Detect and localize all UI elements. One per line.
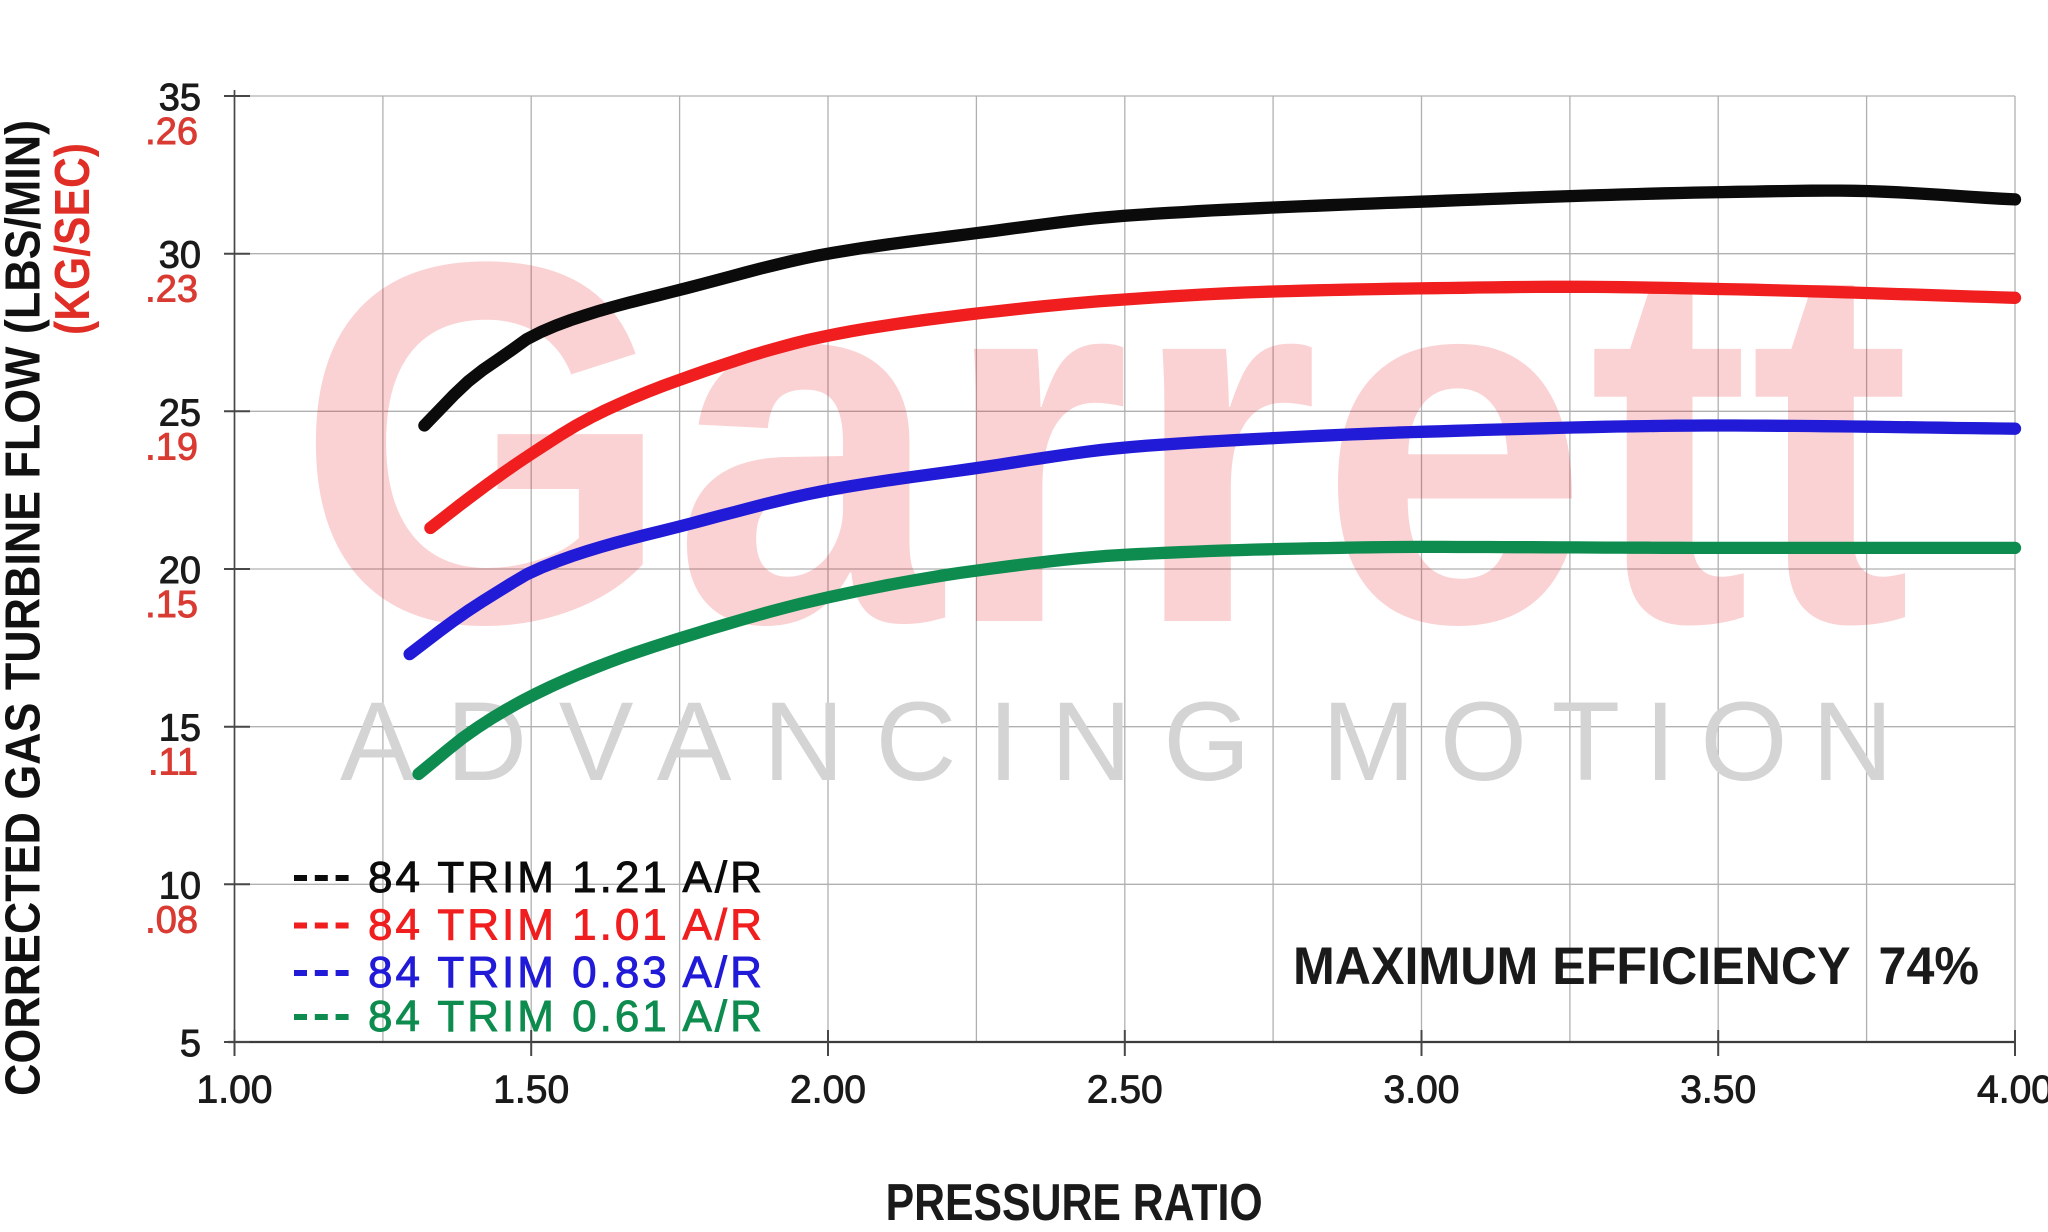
- svg-text:(KG/SEC): (KG/SEC): [46, 143, 100, 335]
- svg-text:.11: .11: [148, 742, 198, 784]
- svg-text:MOTION: MOTION: [1322, 679, 1918, 804]
- svg-text:ADVANCING: ADVANCING: [340, 679, 1282, 804]
- svg-text:35: 35: [159, 77, 201, 119]
- svg-text:30: 30: [159, 235, 201, 277]
- svg-text:84 TRIM 0.83 A/R: 84 TRIM 0.83 A/R: [368, 948, 765, 997]
- svg-text:.08: .08: [145, 899, 198, 941]
- svg-text:25: 25: [159, 392, 201, 434]
- svg-text:84 TRIM 1.21 A/R: 84 TRIM 1.21 A/R: [368, 853, 765, 902]
- svg-text:84 TRIM 1.01 A/R: 84 TRIM 1.01 A/R: [368, 901, 765, 950]
- svg-text:4.00: 4.00: [1977, 1068, 2048, 1111]
- svg-text:1.00: 1.00: [197, 1068, 273, 1111]
- svg-text:3.00: 3.00: [1384, 1068, 1460, 1111]
- svg-text:15: 15: [159, 708, 201, 750]
- svg-text:2.50: 2.50: [1087, 1068, 1163, 1111]
- svg-text:CORRECTED GAS TURBINE FLOW (LB: CORRECTED GAS TURBINE FLOW (LBS/MIN): [0, 120, 50, 1096]
- svg-text:3.50: 3.50: [1680, 1068, 1756, 1111]
- svg-text:MAXIMUM EFFICIENCY 74%: MAXIMUM EFFICIENCY 74%: [1293, 937, 1979, 996]
- svg-text:10: 10: [159, 865, 201, 907]
- svg-text:84 TRIM 0.61 A/R: 84 TRIM 0.61 A/R: [368, 992, 765, 1041]
- svg-text:20: 20: [159, 550, 201, 592]
- svg-text:1.50: 1.50: [493, 1068, 569, 1111]
- svg-text:.19: .19: [145, 426, 198, 468]
- svg-text:.26: .26: [145, 111, 198, 153]
- svg-text:2.00: 2.00: [790, 1068, 866, 1111]
- svg-text:5: 5: [180, 1023, 201, 1065]
- svg-text:PRESSURE RATIO: PRESSURE RATIO: [886, 1174, 1263, 1232]
- svg-text:.15: .15: [145, 584, 198, 626]
- svg-text:.23: .23: [145, 269, 198, 311]
- svg-text:Garrett: Garrett: [296, 156, 1911, 731]
